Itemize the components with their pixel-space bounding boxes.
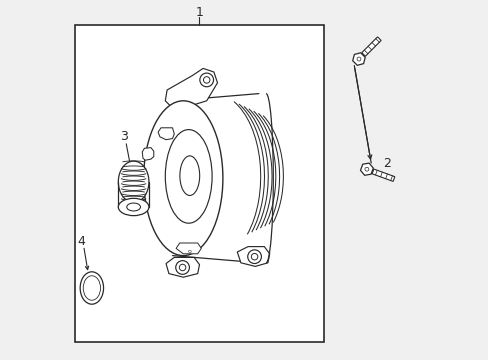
Ellipse shape	[247, 250, 261, 264]
Ellipse shape	[364, 167, 368, 171]
Polygon shape	[371, 169, 394, 181]
Text: o: o	[187, 249, 191, 254]
Polygon shape	[165, 68, 217, 112]
Ellipse shape	[251, 253, 257, 260]
Polygon shape	[360, 163, 372, 175]
Ellipse shape	[165, 130, 212, 223]
Ellipse shape	[118, 161, 149, 202]
Bar	[75, 25, 323, 342]
Ellipse shape	[356, 57, 360, 61]
Ellipse shape	[203, 77, 209, 83]
Polygon shape	[176, 243, 201, 254]
Polygon shape	[158, 128, 174, 140]
Polygon shape	[361, 37, 380, 56]
Polygon shape	[352, 53, 365, 65]
Ellipse shape	[179, 264, 185, 271]
Ellipse shape	[118, 198, 149, 216]
Ellipse shape	[80, 272, 103, 304]
Polygon shape	[142, 148, 153, 160]
Ellipse shape	[180, 156, 199, 195]
Ellipse shape	[200, 73, 213, 87]
Ellipse shape	[126, 203, 140, 211]
Text: 2: 2	[382, 157, 390, 170]
Text: 4: 4	[78, 235, 85, 248]
Ellipse shape	[175, 261, 189, 274]
Polygon shape	[166, 257, 199, 277]
Polygon shape	[237, 247, 269, 266]
Ellipse shape	[143, 101, 223, 256]
Text: 1: 1	[195, 6, 203, 19]
Ellipse shape	[83, 276, 101, 300]
Text: 3: 3	[120, 130, 127, 143]
